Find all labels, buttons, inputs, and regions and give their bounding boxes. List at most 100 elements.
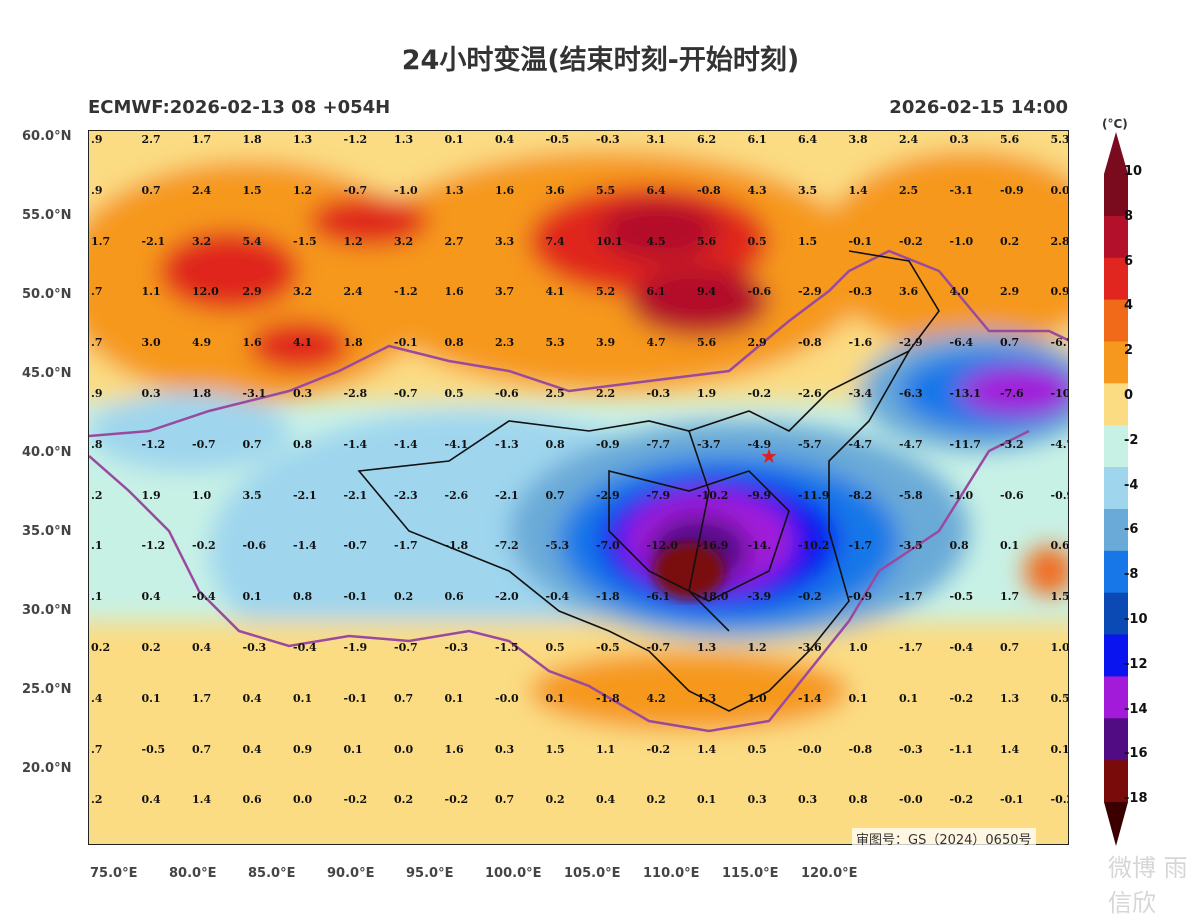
grid-value: -0.7 [394, 641, 418, 654]
colorbar-min-arrow [1104, 802, 1128, 846]
grid-value: -2.1 [293, 488, 317, 502]
latitude-label: 40.0°N [22, 445, 72, 460]
grid-value: 0.2 [646, 793, 666, 807]
grid-value: 0.7 [192, 742, 212, 756]
grid-value: -18.0 [697, 590, 729, 604]
grid-value: -0.1 [848, 234, 873, 248]
grid-value: 0.6 [1050, 539, 1069, 553]
grid-value: -0.5 [949, 590, 974, 604]
grid-value: 0.6 [444, 590, 464, 604]
grid-value: 0.0 [394, 742, 414, 756]
grid-value: 1.5 [242, 183, 262, 197]
grid-value: -1.4 [293, 539, 317, 553]
latitude-label: 30.0°N [22, 603, 72, 618]
colorbar-segment [1104, 174, 1128, 217]
grid-value: 1.0 [848, 641, 868, 654]
grid-value: 1.3 [1000, 691, 1020, 705]
grid-value: -0.3 [646, 387, 671, 400]
grid-value: -7.2 [495, 539, 519, 553]
grid-value: 3.2 [192, 234, 212, 248]
temperature-change-map: .9 2.7 1.7 1.8 1.3 -1.2 1.3 0.1 0.4 -0.5 -0.3 3.1 6.… [88, 130, 1069, 845]
colorbar-tick-label: -6 [1124, 522, 1139, 538]
colorbar-segment [1104, 760, 1128, 803]
grid-value: 1.3 [444, 183, 464, 197]
grid-value: 0.1 [697, 793, 717, 807]
border-line [89, 249, 1068, 438]
grid-value: -1.0 [949, 488, 974, 502]
grid-value: -0.7 [343, 539, 368, 553]
grid-value: 9.4 [697, 285, 717, 299]
grid-value: -1.0 [394, 183, 418, 197]
colorbar-segment [1104, 718, 1128, 761]
grid-value: -1.2 [141, 539, 166, 553]
grid-value: -0.5 [545, 133, 570, 146]
colorbar-segment [1104, 425, 1128, 468]
grid-value: -2.8 [343, 387, 368, 400]
city-marker-icon: ★ [760, 444, 778, 468]
grid-value: 2.3 [495, 336, 515, 350]
grid-value: -7.9 [646, 488, 671, 502]
grid-value: -2.3 [394, 488, 418, 502]
grid-value: 0.6 [242, 793, 262, 807]
grid-value: -3.9 [747, 590, 772, 604]
grid-value: -10.2 [798, 539, 830, 553]
grid-value: 0.7 [394, 691, 414, 705]
grid-value: 0.1 [545, 691, 565, 705]
grid-value: 1.6 [495, 183, 515, 197]
grid-value: -2.6 [798, 387, 822, 400]
grid-value: 0.3 [495, 742, 515, 756]
grid-value: 1.8 [242, 133, 262, 146]
grid-value: 1.2 [747, 641, 767, 654]
grid-value: -6.1 [646, 590, 671, 604]
colorbar-segment [1104, 299, 1128, 342]
approval-number: 审图号：GS（2024）0650号 [852, 828, 1036, 849]
grid-value: -7.0 [596, 539, 620, 553]
colorbar-tick-label: 8 [1124, 208, 1134, 224]
grid-value: 0.2 [545, 793, 565, 807]
grid-value: -7.7 [646, 437, 671, 451]
grid-value: -1.7 [899, 641, 923, 654]
grid-value: 0.7 [495, 793, 515, 807]
grid-value: -1.4 [343, 437, 368, 451]
grid-value: 0.3 [949, 133, 969, 146]
grid-value: 5.6 [697, 336, 717, 350]
grid-value: 3.6 [545, 183, 565, 197]
grid-value: -0.3 [444, 641, 469, 654]
grid-value: 2.7 [141, 133, 161, 146]
grid-value: -1.0 [949, 234, 974, 248]
longitude-label: 115.0°E [722, 866, 779, 881]
longitude-label: 85.0°E [248, 866, 296, 881]
grid-value: -4.1 [444, 437, 469, 451]
grid-value: -1.4 [394, 437, 418, 451]
grid-value: -4.7 [848, 437, 873, 451]
grid-value: 0.3 [747, 793, 767, 807]
grid-value: -4.9 [747, 437, 772, 451]
grid-value: 1.7 [192, 691, 212, 705]
grid-value: 0.8 [545, 437, 565, 451]
grid-value: 5.3 [1050, 133, 1069, 146]
latitude-label: 50.0°N [22, 287, 72, 302]
grid-value: 0.9 [293, 742, 313, 756]
grid-value: 2.2 [596, 387, 616, 400]
grid-value: 3.0 [141, 336, 161, 350]
grid-value: 0.5 [545, 641, 565, 654]
grid-value: 0.5 [444, 387, 464, 400]
grid-value: 6.1 [747, 133, 767, 146]
grid-value: -0.8 [697, 183, 721, 197]
colorbar-segment [1104, 550, 1128, 594]
grid-value: -1.5 [495, 641, 519, 654]
colorbar-segment [1104, 215, 1128, 259]
longitude-label: 90.0°E [327, 866, 375, 881]
grid-value: 4.1 [293, 336, 313, 350]
latitude-label: 35.0°N [22, 524, 72, 539]
grid-value: -11.9 [798, 488, 830, 502]
grid-value: 0.1 [899, 691, 919, 705]
grid-value: -0.2 [444, 793, 469, 807]
grid-value: 5.6 [697, 234, 717, 248]
grid-value: -3.5 [899, 539, 923, 553]
grid-value: -10.2 [697, 488, 729, 502]
grid-value: 0.7 [1000, 336, 1020, 350]
colorbar-tick-label: -14 [1124, 701, 1148, 717]
grid-value: -1.7 [899, 590, 923, 604]
model-run-label: ECMWF:2026-02-13 08 +054H [88, 97, 391, 118]
